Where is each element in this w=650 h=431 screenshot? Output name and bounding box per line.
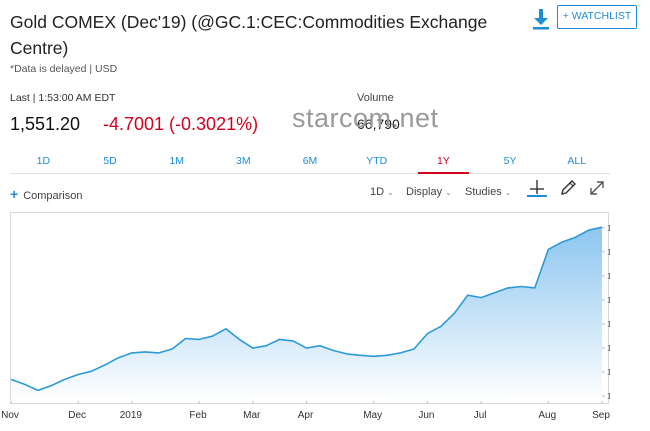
x-tick-label: Nov — [1, 410, 19, 421]
plus-icon: + — [10, 186, 19, 202]
display-label: Display — [406, 186, 443, 198]
x-tick-label: Jul — [474, 410, 487, 421]
x-tick-label: 2019 — [120, 410, 143, 421]
x-tick-label: Feb — [189, 410, 207, 421]
volume-value: 66,790 — [357, 116, 400, 132]
x-tick-label: Aug — [538, 410, 556, 421]
chevron-down-icon: ⌄ — [387, 188, 394, 197]
price-chart-svg: 1200.0 1250.0 1300.0 1350.0 1400.0 1450.0 1500… — [11, 223, 610, 404]
y-tick-label: 1200.0 — [607, 391, 610, 401]
volume-label: Volume — [357, 92, 394, 104]
interval-label: 1D — [370, 186, 385, 198]
x-tick-label: May — [363, 410, 382, 421]
chevron-down-icon: ⌄ — [445, 188, 452, 197]
download-icon[interactable] — [532, 8, 550, 30]
price-line — [11, 226, 603, 392]
interval-dropdown[interactable]: 1D ⌄ — [370, 186, 394, 198]
range-tab-all[interactable]: ALL — [567, 155, 587, 167]
range-tab-ytd[interactable]: YTD — [366, 155, 388, 167]
y-tick-label: 1400.0 — [607, 295, 610, 305]
draw-pencil-icon[interactable] — [558, 178, 578, 198]
y-tick-label: 1500.0 — [607, 247, 610, 257]
crosshair-icon[interactable] — [527, 178, 547, 198]
time-range-tabs: 1D 5D 1M 3M 6M YTD 1Y 5Y ALL — [10, 150, 610, 174]
range-tab-1y[interactable]: 1Y — [410, 150, 477, 174]
price-change: -4.7001 (-0.3021%) — [103, 114, 259, 134]
x-axis-labels: Nov Dec 2019 Feb Mar Apr May Jun Jul Aug Sep — [1, 410, 610, 421]
studies-dropdown[interactable]: Studies ⌄ — [465, 186, 511, 198]
range-tab-1d[interactable]: 1D — [36, 155, 51, 167]
display-dropdown[interactable]: Display ⌄ — [406, 186, 452, 198]
y-tick-label: 1300.0 — [607, 343, 610, 353]
price-chart[interactable]: 1200.0 1250.0 1300.0 1350.0 1400.0 1450.0 1500… — [10, 212, 610, 404]
x-tick-label: Sep — [592, 410, 610, 421]
price-area — [11, 227, 602, 401]
range-tab-5y[interactable]: 5Y — [503, 155, 517, 167]
chevron-down-icon: ⌄ — [504, 188, 512, 197]
watermark: starcom.net — [292, 103, 439, 133]
range-tab-5d[interactable]: 5D — [103, 155, 117, 167]
expand-icon[interactable] — [587, 178, 607, 198]
y-tick-label: 1350.0 — [607, 319, 610, 329]
y-tick-label: 1250.0 — [607, 367, 610, 377]
x-tick-label: Mar — [243, 410, 261, 421]
x-tick-label: Apr — [298, 410, 314, 421]
x-tick-label: Jun — [418, 410, 434, 421]
x-tick-label: Dec — [68, 410, 86, 421]
comparison-label: Comparison — [23, 190, 83, 202]
range-tab-3m[interactable]: 3M — [236, 155, 251, 167]
range-tab-1m[interactable]: 1M — [169, 155, 184, 167]
range-tab-6m[interactable]: 6M — [302, 155, 318, 167]
last-trade-time: Last | 1:53:00 AM EDT — [10, 92, 116, 104]
y-tick-label: 1550.0 — [607, 223, 610, 233]
delay-note: *Data is delayed | USD — [10, 63, 118, 75]
instrument-title: Gold COMEX (Dec'19) (@GC.1:CEC:Commoditi… — [10, 12, 488, 58]
comparison-button[interactable]: + Comparison — [10, 186, 83, 202]
studies-label: Studies — [465, 186, 502, 198]
last-price: 1,551.20 — [10, 114, 81, 134]
y-tick-label: 1450.0 — [607, 271, 610, 281]
add-to-watchlist-button[interactable]: + WATCHLIST — [557, 5, 637, 29]
